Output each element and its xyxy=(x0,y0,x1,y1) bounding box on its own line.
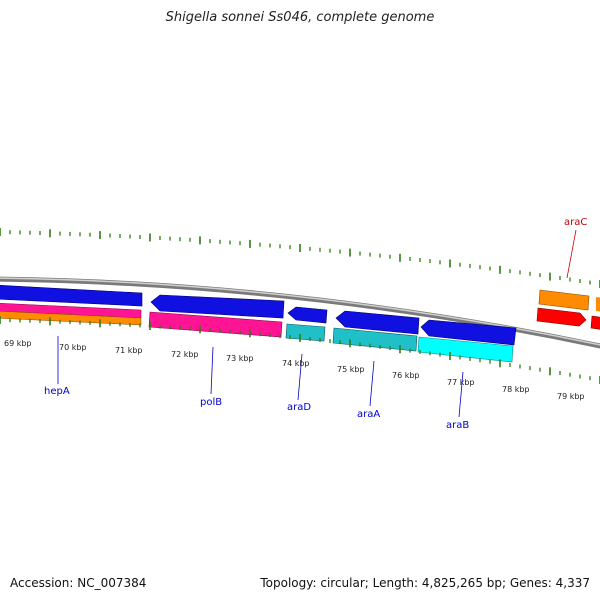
feature-cyan-block xyxy=(417,336,514,363)
genome-backbone-highlight xyxy=(0,277,600,346)
ruler-label: 74 kbp xyxy=(282,359,310,368)
lower-tick-track xyxy=(0,316,600,384)
upper-tick-track xyxy=(0,228,600,288)
leader-line xyxy=(210,346,214,395)
ruler-label: 73 kbp xyxy=(226,354,254,363)
feature-orange-block xyxy=(596,297,600,312)
gene-label-polB[interactable]: polB xyxy=(200,397,222,408)
forward-strand-features xyxy=(0,284,600,346)
feature-orange-block xyxy=(538,289,590,311)
accession-text: Accession: NC_007384 xyxy=(10,576,147,590)
feature-blue-arrow xyxy=(150,294,285,319)
ruler-label: 71 kbp xyxy=(115,346,143,355)
genome-summary-text: Topology: circular; Length: 4,825,265 bp… xyxy=(260,576,590,590)
gene-label-hepA[interactable]: hepA xyxy=(44,386,70,397)
map-title: Shigella sonnei Ss046, complete genome xyxy=(165,10,435,25)
ruler-label: 76 kbp xyxy=(392,371,420,380)
genome-backbone xyxy=(0,276,600,349)
ruler-labels: 69 kbp 70 kbp 71 kbp 72 kbp 73 kbp 74 kb… xyxy=(4,339,585,401)
ruler-label: 77 kbp xyxy=(447,378,475,387)
feature-teal-block xyxy=(285,323,326,342)
gene-label-araD[interactable]: araD xyxy=(287,402,311,413)
feature-blue-arrow xyxy=(335,310,420,335)
feature-red-arrow xyxy=(590,315,600,330)
feature-red-arrow xyxy=(536,307,587,327)
gene-label-araC[interactable]: araC xyxy=(564,217,587,228)
ruler-label: 78 kbp xyxy=(502,385,530,394)
leader-line xyxy=(297,353,303,401)
leader-line xyxy=(458,371,464,418)
leader-line xyxy=(566,229,577,279)
reverse-strand-features xyxy=(0,302,600,363)
feature-orange-block xyxy=(0,310,142,326)
feature-teal-block xyxy=(332,327,418,352)
leader-line xyxy=(369,360,375,407)
ruler-label: 72 kbp xyxy=(171,350,199,359)
ruler-label: 70 kbp xyxy=(59,343,87,352)
ruler-label: 79 kbp xyxy=(557,392,585,401)
gene-label-araB[interactable]: araB xyxy=(446,420,469,431)
feature-blue-arrow xyxy=(0,284,143,307)
gene-label-araA[interactable]: araA xyxy=(357,409,380,420)
feature-blue-arrow xyxy=(420,319,517,346)
ruler-label: 69 kbp xyxy=(4,339,32,348)
ruler-label: 75 kbp xyxy=(337,365,365,374)
gene-labels: hepA polB araD araA araB araC xyxy=(44,217,587,431)
feature-blue-arrow xyxy=(287,306,328,324)
